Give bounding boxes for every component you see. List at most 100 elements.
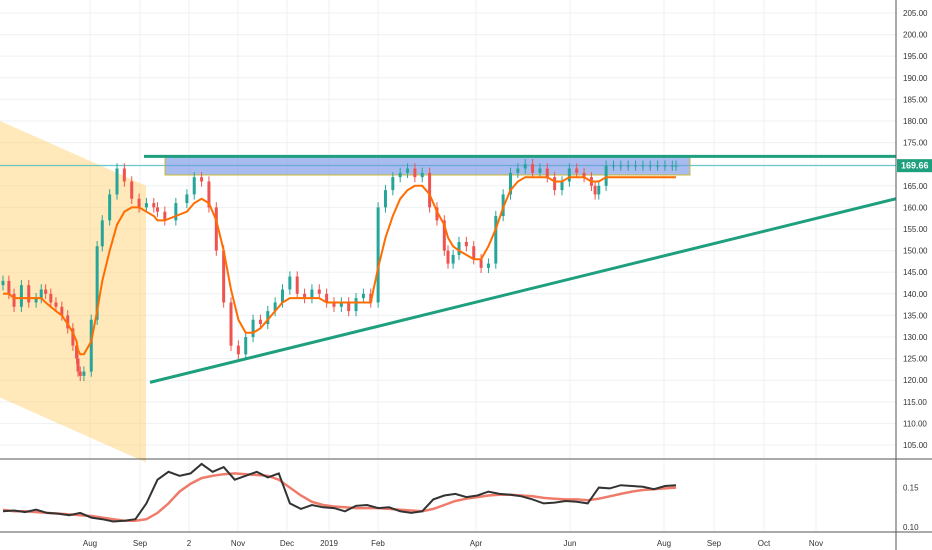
candle-body	[325, 293, 329, 303]
time-tick-label: Sep	[707, 539, 722, 548]
candle-body	[122, 168, 126, 182]
time-tick-label: Sep	[133, 539, 148, 548]
candle-body	[137, 198, 141, 208]
candle-body	[207, 181, 211, 208]
candle-body	[361, 293, 365, 299]
candle-body	[317, 289, 321, 294]
time-tick-label: 2019	[320, 539, 338, 548]
candle-body	[144, 203, 148, 208]
candle-body	[656, 165, 660, 167]
ascending-trendline	[149, 197, 897, 384]
time-axis[interactable]: Aug Sep 2 Nov Dec 2019 Feb Apr Jun Aug Sep Oct Nov	[83, 539, 823, 548]
candle-body	[303, 293, 307, 299]
candle-body	[115, 168, 119, 195]
candle-body	[486, 263, 490, 268]
price-tick-label: 165.00	[903, 182, 928, 191]
price-tick-label: 145.00	[903, 268, 928, 277]
candle-body	[641, 165, 645, 167]
candle-body	[76, 358, 80, 372]
candle-body	[39, 289, 43, 299]
candle-body	[174, 203, 178, 221]
indicator-main-line	[2, 462, 677, 523]
candle-body	[611, 165, 615, 167]
candle-body	[339, 302, 343, 307]
candle-body	[593, 185, 597, 195]
indicator-signal-line	[2, 472, 677, 522]
candle-body	[280, 289, 284, 303]
candle-body	[354, 298, 358, 312]
candle-body	[288, 276, 292, 290]
candle-body	[192, 177, 196, 195]
candle-body	[442, 220, 446, 251]
candle-body	[54, 302, 58, 307]
price-tick-label: 175.00	[903, 139, 928, 148]
price-tick-label: 180.00	[903, 117, 928, 126]
price-axis[interactable]: 105.00 110.00 115.00 120.00 125.00 130.00 135.…	[903, 9, 928, 450]
candle-body	[273, 302, 277, 312]
candle-body	[95, 246, 99, 320]
candle-body	[420, 172, 424, 178]
candle-body	[457, 241, 461, 255]
price-tick-label: 130.00	[903, 333, 928, 342]
candle-body	[398, 172, 402, 178]
candle-body	[332, 302, 336, 307]
candle-body	[200, 177, 204, 182]
candle-body	[75, 345, 79, 359]
candle-body	[60, 306, 64, 316]
candle-body	[626, 165, 630, 167]
price-tick-label: 110.00	[903, 419, 927, 428]
candle-body	[619, 165, 623, 167]
time-tick-label: Nov	[809, 539, 823, 548]
price-tick-label: 155.00	[903, 225, 928, 234]
time-tick-label: 2	[187, 539, 192, 548]
candle-body	[258, 319, 262, 325]
candle-body	[376, 207, 380, 303]
candle-body	[108, 194, 112, 221]
candle-body	[7, 280, 11, 294]
candle-body	[567, 168, 571, 182]
candle-body	[130, 181, 134, 199]
time-tick-label: Dec	[280, 539, 294, 548]
candle-body	[428, 172, 432, 208]
time-tick-label: Oct	[758, 539, 771, 548]
candle-body	[560, 181, 564, 191]
candle-body	[236, 345, 240, 355]
candle-body	[214, 207, 218, 251]
price-tick-label: 125.00	[903, 355, 928, 364]
price-tick-label: 185.00	[903, 95, 928, 104]
candle-body	[446, 250, 450, 264]
candle-body	[229, 302, 233, 346]
candle-body	[347, 302, 351, 312]
candle-body	[27, 285, 31, 303]
candle-body	[670, 165, 674, 167]
candle-body	[604, 165, 608, 186]
candle-body	[155, 207, 159, 212]
candle-body	[163, 211, 167, 221]
price-tick-label: 105.00	[903, 441, 928, 450]
candle-body	[66, 315, 70, 329]
price-tick-label: 150.00	[903, 247, 928, 256]
time-tick-label: Aug	[657, 539, 671, 548]
candle-body	[78, 371, 82, 376]
last-price-tag	[897, 159, 932, 173]
last-price-label: 169.66	[897, 159, 932, 173]
candle-body	[538, 168, 542, 173]
indicator-tick-label: 0.15	[903, 484, 919, 493]
candle-body	[553, 177, 557, 191]
candle-body	[152, 203, 156, 208]
candle-body	[634, 165, 638, 167]
candle-body	[494, 216, 498, 264]
candle-body	[34, 298, 38, 303]
candle-body	[648, 165, 652, 167]
candle-body	[71, 328, 75, 346]
candle-body	[383, 190, 387, 208]
price-tick-label: 160.00	[903, 203, 928, 212]
candle-body	[663, 165, 667, 167]
candle-body	[185, 194, 189, 204]
candle-body	[413, 168, 417, 178]
indicator-axis[interactable]: 0.15 0.10	[903, 484, 919, 532]
price-tick-label: 195.00	[903, 52, 928, 61]
candle-body	[509, 172, 513, 195]
candle-body	[1, 280, 5, 286]
